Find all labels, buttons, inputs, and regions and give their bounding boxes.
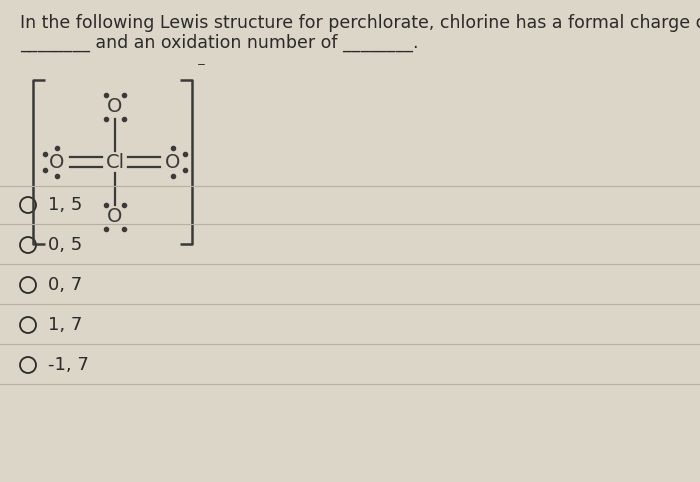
Text: 1, 5: 1, 5 [48,196,83,214]
Text: O: O [49,152,64,172]
Text: Cl: Cl [106,152,125,172]
Text: In the following Lewis structure for perchlorate, chlorine has a formal charge o: In the following Lewis structure for per… [20,14,700,32]
Text: -1, 7: -1, 7 [48,356,89,374]
Text: 0, 5: 0, 5 [48,236,83,254]
Text: 1, 7: 1, 7 [48,316,83,334]
Text: O: O [107,97,122,117]
Text: $^{-}$: $^{-}$ [196,61,206,76]
Text: 0, 7: 0, 7 [48,276,83,294]
Text: ________ and an oxidation number of ________.: ________ and an oxidation number of ____… [20,34,419,52]
Text: O: O [165,152,181,172]
Text: O: O [107,207,122,227]
